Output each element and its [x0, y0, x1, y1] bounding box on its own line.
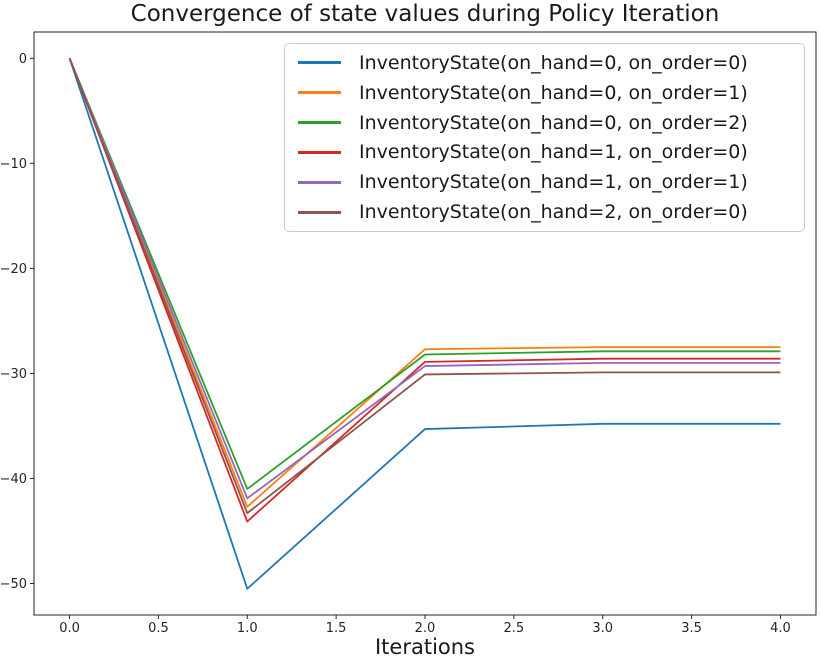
- x-tick-label: 3.5: [681, 621, 702, 636]
- y-tick-label: 0: [19, 52, 27, 67]
- legend-row: InventoryState(on_hand=0, on_order=2): [285, 108, 804, 137]
- series-line: [68, 57, 781, 590]
- legend-label: InventoryState(on_hand=2, on_order=0): [359, 201, 748, 224]
- chart-title: Convergence of state values during Polic…: [130, 1, 720, 27]
- legend-row: InventoryState(on_hand=0, on_order=1): [285, 78, 804, 107]
- legend-box: InventoryState(on_hand=0, on_order=0) Inv…: [284, 43, 805, 232]
- x-tick-label: 0.5: [148, 621, 169, 636]
- legend-row: InventoryState(on_hand=2, on_order=0): [285, 198, 804, 227]
- legend-line-swatch: [298, 210, 341, 214]
- y-tick-label: −20: [0, 262, 27, 277]
- legend-label: InventoryState(on_hand=0, on_order=1): [359, 81, 748, 104]
- legend-label: InventoryState(on_hand=1, on_order=1): [359, 171, 748, 194]
- series-line: [68, 57, 781, 508]
- x-tick-label: 1.0: [237, 621, 258, 636]
- x-tick-label: 0.0: [59, 621, 80, 636]
- legend-row: InventoryState(on_hand=0, on_order=0): [285, 48, 804, 77]
- series-line: [68, 57, 781, 490]
- x-axis-label: Iterations: [374, 635, 476, 659]
- legend-label: InventoryState(on_hand=1, on_order=0): [359, 141, 748, 164]
- legend-line-swatch: [298, 121, 341, 125]
- x-tick-label: 3.0: [592, 621, 613, 636]
- legend-row: InventoryState(on_hand=1, on_order=1): [285, 168, 804, 197]
- x-tick-label: 4.0: [770, 621, 791, 636]
- legend-line-swatch: [298, 150, 341, 154]
- y-tick-label: −50: [0, 577, 27, 592]
- legend-line-swatch: [298, 91, 341, 95]
- x-tick-label: 2.5: [504, 621, 525, 636]
- series-line: [68, 57, 781, 515]
- legend-label: InventoryState(on_hand=0, on_order=2): [359, 111, 748, 134]
- series-line: [68, 57, 781, 500]
- legend-label: InventoryState(on_hand=0, on_order=0): [359, 51, 748, 74]
- y-tick-label: −40: [0, 472, 27, 487]
- x-tick-label: 2.0: [415, 621, 436, 636]
- legend-line-swatch: [298, 61, 341, 65]
- legend-line-swatch: [298, 180, 341, 184]
- legend-row: InventoryState(on_hand=1, on_order=0): [285, 138, 804, 167]
- series-line: [68, 57, 781, 523]
- y-tick-label: −10: [0, 157, 27, 172]
- y-tick-label: −30: [0, 367, 27, 382]
- x-tick-label: 1.5: [326, 621, 347, 636]
